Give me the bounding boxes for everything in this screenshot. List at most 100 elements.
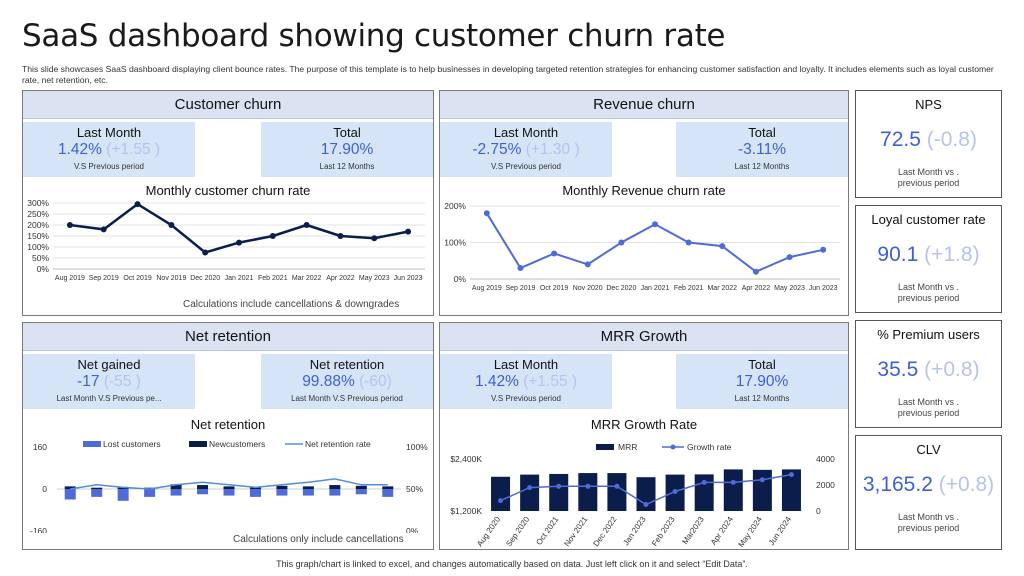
y-tick-label: 50% [32,253,49,263]
x-tick-label: May 2023 [359,275,390,282]
mrr-bar [723,469,743,511]
new-customers-bar [382,486,394,489]
card-value: 72.5 (-0.8) [880,128,977,151]
x-tick-label: Oct 2019 [540,285,569,292]
x-tick-label: Nov 2020 [573,285,603,292]
x-tick-label: Dec 2022 [592,515,619,547]
customer-churn-panel: Customer churn Last Month 1.42% (+1.55 )… [22,90,434,316]
legend-label: Newcustomers [209,439,265,449]
data-point [269,233,276,239]
data-point [752,268,759,275]
x-tick-label: Oct 2021 [534,515,560,547]
card-value: 3,165.2 (+0.8) [862,473,995,496]
net-retention-bar-chart: Lost customers Newcustomers Net retention … [30,439,428,533]
kpi-subtext: Last 12 Months [734,394,790,403]
x-tick-label: Sep 2020 [504,515,531,547]
chart-title: Net retention [190,417,266,432]
card-title: Loyal customer rate [871,212,986,227]
card-title: % Premium users [877,327,980,342]
x-tick-label: Feb 2021 [674,285,704,292]
chart-note: Calculations include cancellations & dow… [183,299,400,310]
legend-label: MRR [618,442,637,452]
mrr-bar [520,474,540,511]
x-tick-label: Mar 2022 [292,275,322,282]
new-customers-bar [223,486,235,489]
new-customers-bar [355,485,367,489]
lost-customers-bar [197,489,209,495]
growth-rate-point [701,479,707,485]
chart-title: MRR Growth Rate [590,417,698,432]
mrr-bar [781,469,801,511]
x-tick-label: Oct 2019 [123,275,152,282]
kpi-label: Net retention [309,357,385,372]
mrr-bar [694,474,714,511]
growth-rate-point [614,483,620,489]
mrr-growth-header: MRR Growth [440,323,848,351]
mrr-bar [578,473,598,511]
customer-churn-total-card: Total 17.90% Last 12 Months [261,122,433,177]
mrr-total-card: Total 17.90% Last 12 Months [676,354,848,409]
growth-rate-point [556,483,562,489]
new-customers-bar [64,486,76,489]
net-retention-rate-line [70,478,388,490]
data-point [66,222,73,228]
x-tick-label: Jun 2024 [767,515,794,547]
y2-tick-label: 0 [816,506,821,516]
data-point [719,243,726,250]
kpi-subtext: V.S Previous period [491,162,561,171]
kpi-label: Last Month [493,125,559,140]
y2-tick-label: 4000 [816,454,835,464]
kpi-value: 17.90% [735,373,789,390]
kpi-subtext: Last 12 Months [734,162,790,171]
customer-churn-header: Customer churn [23,91,433,119]
data-point [371,235,378,242]
data-point [405,228,412,235]
data-point [820,246,827,253]
kpi-value: -17 (-55 ) [77,373,141,390]
x-tick-label: Dec 2020 [606,285,636,292]
x-tick-label: Sep 2019 [505,285,535,292]
y-tick-label: -160 [30,526,47,533]
data-point [202,249,209,256]
x-tick-label: Aug 2019 [55,275,85,282]
growth-rate-point [643,502,649,507]
data-point [100,226,107,233]
y-tick-label: 100% [27,242,49,252]
x-tick-label: Mar 2022 [707,285,737,292]
x-tick-label: Sep 2019 [89,275,119,282]
kpi-label: Last Month [76,125,142,140]
lost-customers-bar [382,489,394,497]
lost-customers-bar [117,489,129,501]
legend-label: Net retention rate [305,439,371,449]
data-point [517,265,524,272]
y-tick-label: 160 [33,442,47,452]
revenue-churn-panel: Revenue churn Last Month -2.75% (+1.30 )… [439,90,849,316]
y-tick-label: 200% [444,201,466,211]
growth-rate-point [788,472,794,478]
data-point [618,239,625,246]
revenue-churn-total-card: Total -3.11% Last 12 Months [676,122,848,177]
kpi-value: -3.11% [738,141,786,158]
y-tick-label: 150% [27,231,49,241]
chart-note: Calculations only include cancellations [233,534,404,545]
growth-rate-point [672,489,678,494]
growth-rate-point [759,477,765,483]
revenue-churn-header: Revenue churn [440,91,848,119]
kpi-label: Total [333,125,361,140]
new-customers-bar [329,485,341,489]
growth-rate-point [585,483,591,489]
y-tick-label: 200% [27,220,49,230]
lost-customers-bar [276,489,288,496]
legend-label: Growth rate [687,442,732,452]
data-point [236,239,242,246]
lost-customers-bar [355,489,367,495]
x-tick-label: Mar2023 [680,515,706,546]
mrr-growth-combo-chart: MRR Growth rate $1,200K $2,400K 0 2000 4000 Aug… [450,442,835,547]
data-point [483,210,490,217]
lost-customers-bar [329,489,341,496]
new-customers-bar [170,484,182,489]
y2-tick-label: 0% [406,526,419,533]
customer-churn-line-chart: 0%50%100%150%200%250%300% Aug 2019 Sep 201… [27,199,425,282]
net-retention-header: Net retention [23,323,433,351]
x-tick-label: Jan 2023 [621,515,648,547]
